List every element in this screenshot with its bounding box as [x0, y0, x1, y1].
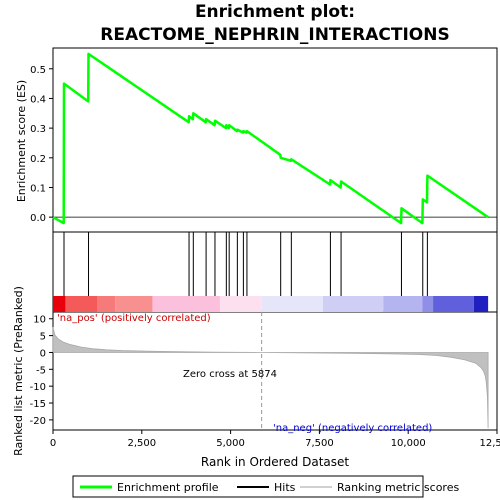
- axis-layer: 0.0 0.1 0.2 0.3 0.4 0.5 10 5 0 -5 -10 -15 -20 0 2,500 5…: [30, 65, 500, 449]
- color-bar-segment: [261, 296, 323, 312]
- x-tick-label: 7,500: [305, 438, 334, 449]
- metric-layer: [52, 312, 489, 430]
- metric-y-tick-label: -10: [30, 382, 46, 393]
- es-y-tick-label: 0.3: [30, 124, 46, 135]
- legend-label-ranking: Ranking metric scores: [337, 481, 459, 494]
- es-y-tick-label: 0.1: [30, 183, 46, 194]
- metric-y-tick-label: -5: [36, 365, 46, 376]
- x-tick-label: 2,500: [127, 438, 156, 449]
- y-axis-label-metric: Ranked list metric (PreRanked): [12, 286, 25, 456]
- metric-y-tick-label: 10: [33, 315, 46, 326]
- color-bar-segment: [422, 296, 434, 312]
- pos-correlation-label: 'na_pos' (positively correlated): [57, 313, 211, 324]
- color-bar-layer: [53, 296, 489, 312]
- zero-cross-label: Zero cross at 5874: [183, 369, 277, 380]
- y-axis-label-es: Enrichment score (ES): [15, 80, 28, 202]
- color-bar-segment: [383, 296, 423, 312]
- x-axis-label: Rank in Ordered Dataset: [201, 455, 349, 469]
- es-layer: [52, 52, 497, 225]
- color-bar-segment: [473, 296, 489, 312]
- x-tick-label: 5,000: [216, 438, 245, 449]
- color-bar-segment: [152, 296, 220, 312]
- color-bar-segment: [115, 296, 153, 312]
- es-y-tick-label: 0.0: [30, 213, 46, 224]
- color-bar-segment: [219, 296, 262, 312]
- neg-correlation-label: 'na_neg' (negatively correlated): [273, 423, 432, 434]
- enrichment-profile-line: [52, 52, 489, 225]
- es-y-tick-label: 0.5: [30, 65, 46, 76]
- metric-y-tick-label: -15: [30, 399, 46, 410]
- hits-layer: [63, 232, 428, 296]
- x-tick-label: 0: [50, 438, 56, 449]
- color-bar-segment: [65, 296, 98, 312]
- x-tick-label: 10,000: [391, 438, 426, 449]
- ranking-metric-area: [52, 327, 489, 429]
- legend-label-hits: Hits: [274, 481, 296, 494]
- chart-title-line-1: Enrichment plot:: [195, 2, 355, 22]
- metric-y-tick-label: 0: [40, 348, 46, 359]
- color-bar-segment: [53, 296, 66, 312]
- metric-y-tick-label: 5: [40, 332, 46, 343]
- metric-y-tick-label: -20: [30, 416, 46, 427]
- color-bar-segment: [433, 296, 474, 312]
- chart-title-line-2: REACTOME_NEPHRIN_INTERACTIONS: [100, 25, 449, 45]
- color-bar-segment: [322, 296, 384, 312]
- color-bar-segment: [97, 296, 116, 312]
- es-y-tick-label: 0.4: [30, 94, 46, 105]
- legend-label-enrichment: Enrichment profile: [117, 481, 219, 494]
- x-tick-label: 12,500: [480, 438, 500, 449]
- es-y-tick-label: 0.2: [30, 154, 46, 165]
